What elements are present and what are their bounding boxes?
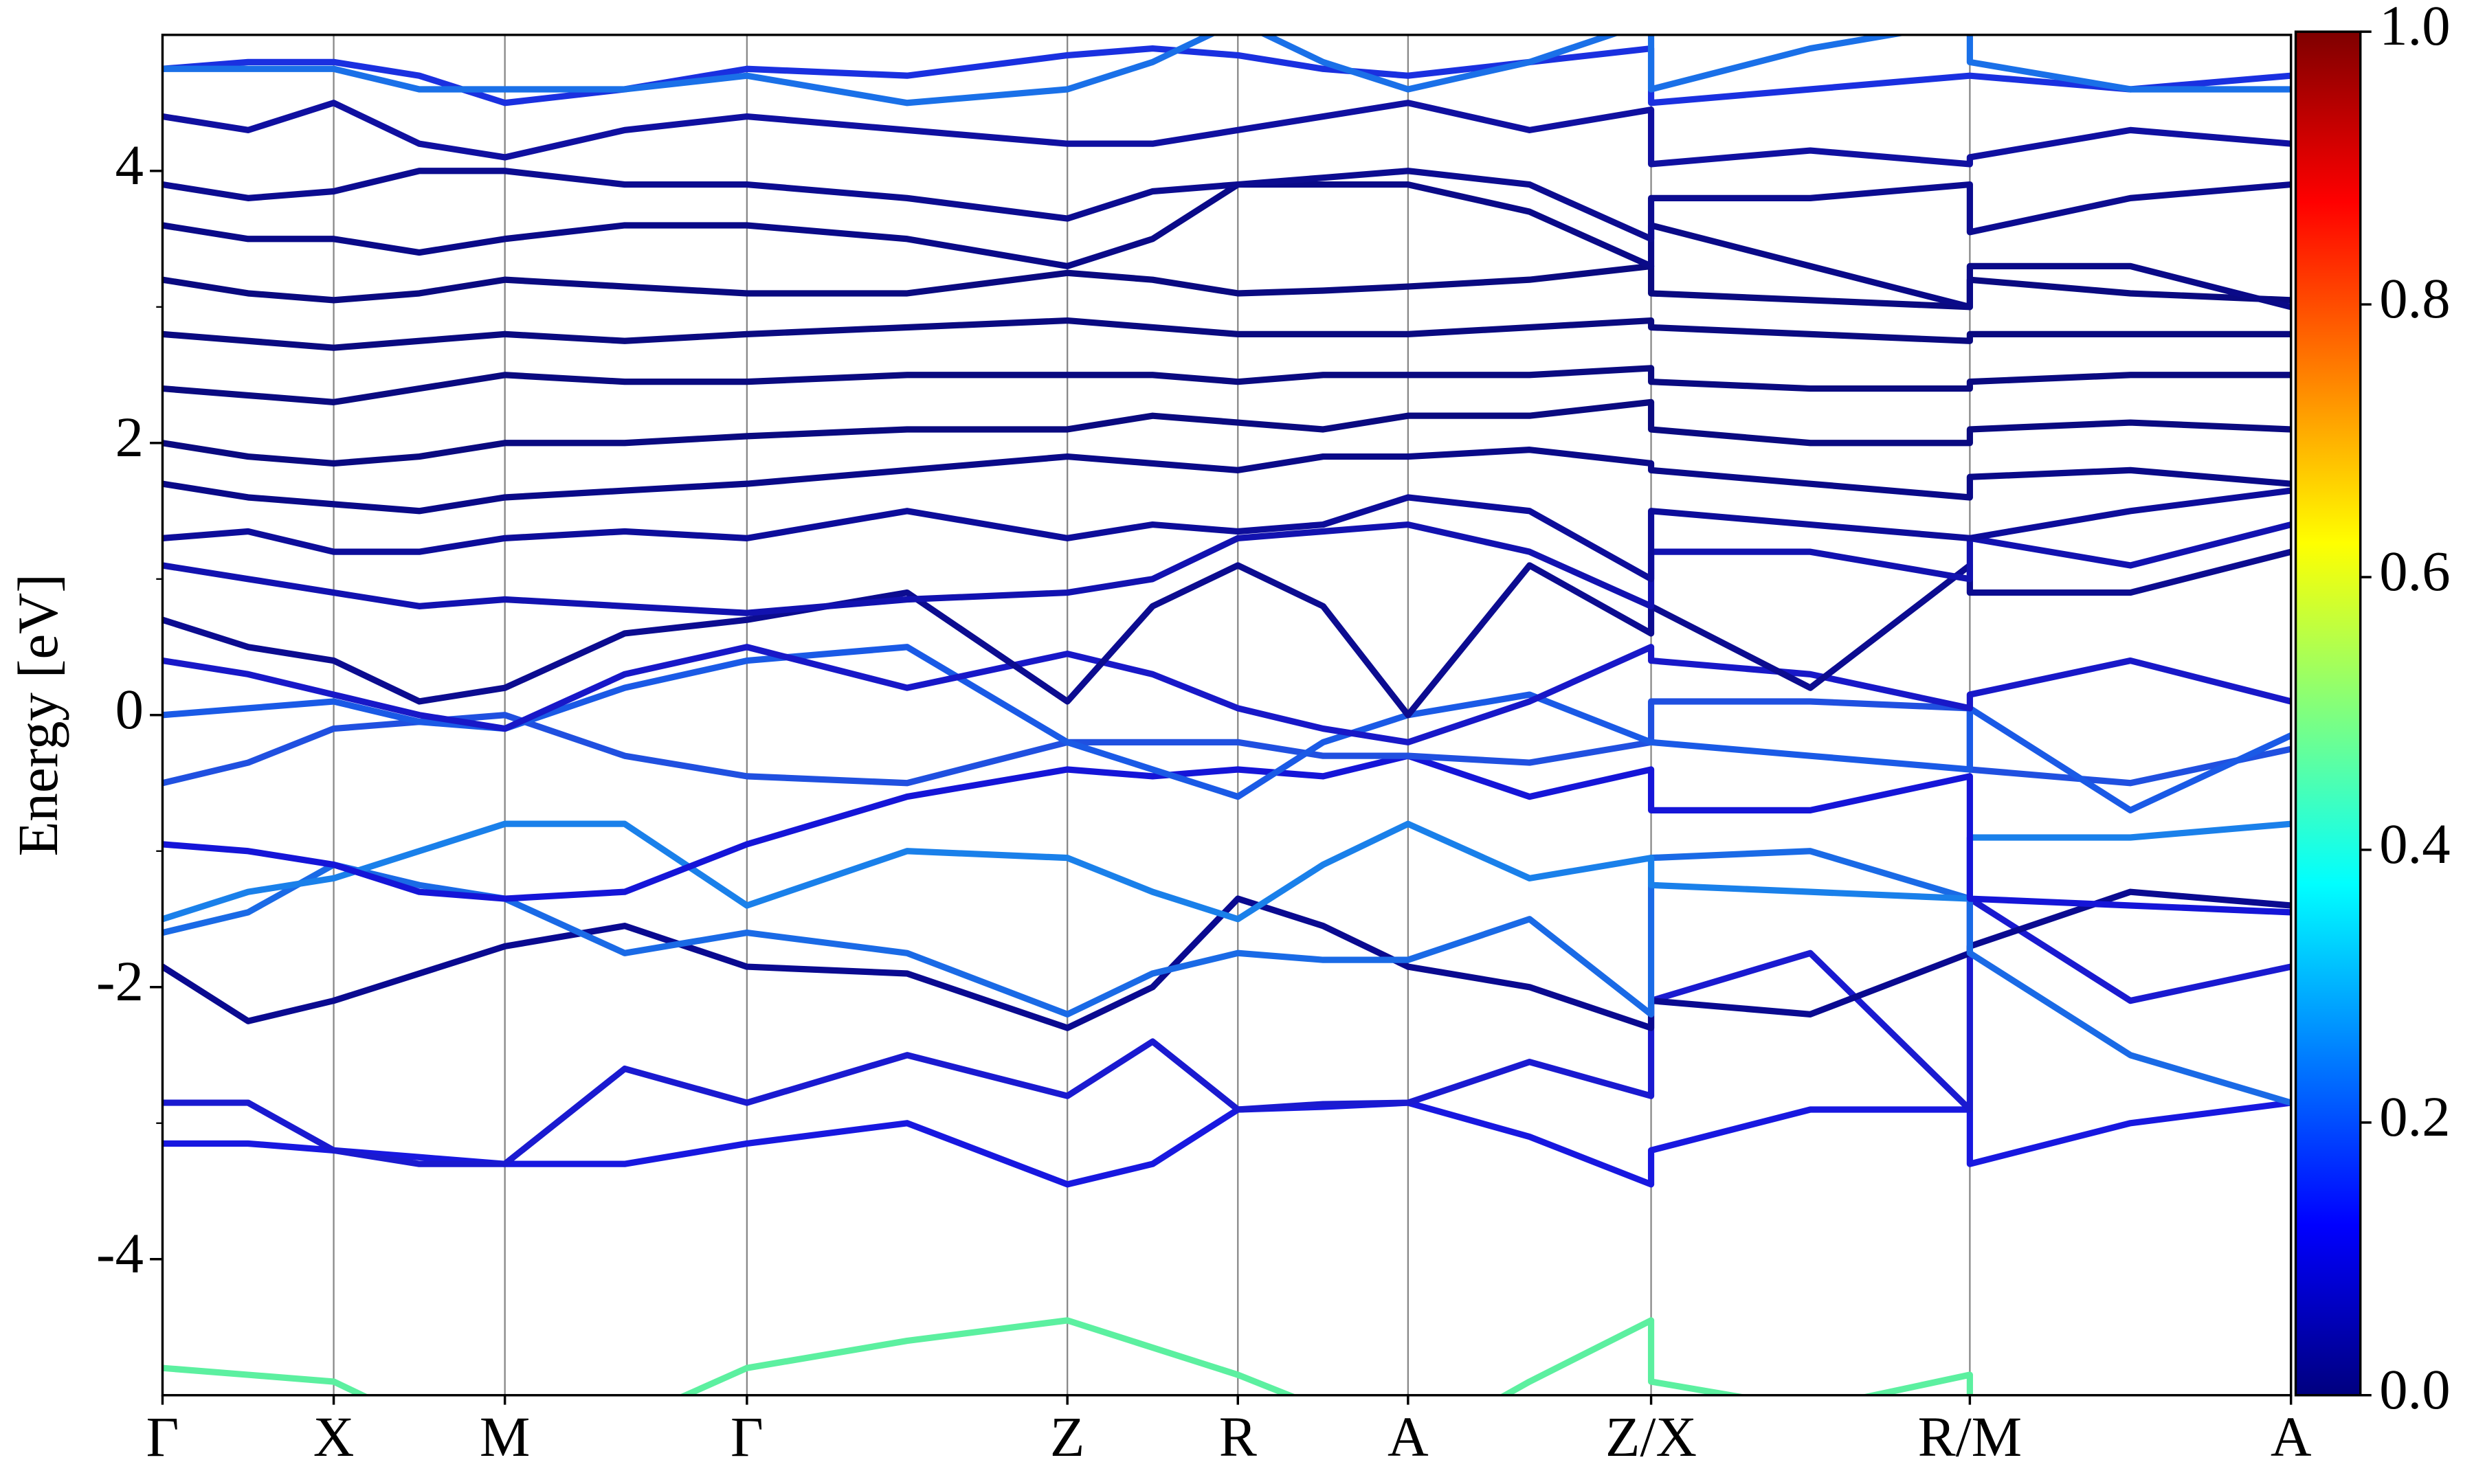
band [162, 45, 2291, 106]
colorbar-tick-label: 1.0 [2379, 0, 2450, 57]
y-axis-label: Energy [eV] [6, 574, 69, 856]
band [162, 820, 2291, 923]
colorbar-tick-label: 0.2 [2379, 1085, 2450, 1148]
band [162, 447, 2291, 515]
colorbar-tick-label: 0.6 [2379, 539, 2450, 603]
band [162, 365, 2291, 405]
x-tick-label: R/M [1918, 1405, 2022, 1468]
x-tick-label: A [1388, 1405, 1429, 1468]
x-tick-label: Γ [146, 1405, 179, 1468]
y-tick-label: 2 [115, 405, 144, 469]
band [162, 398, 2291, 467]
band [162, 262, 2291, 311]
y-tick-label: 4 [115, 133, 144, 196]
band [162, 888, 2291, 1031]
band [162, 644, 2291, 813]
band [162, 168, 2291, 243]
x-tick-label: Z/X [1605, 1405, 1697, 1468]
band [162, 487, 2291, 583]
band [162, 521, 2291, 616]
colorbar-tick-label: 0.8 [2379, 267, 2450, 330]
x-tick-label: Γ [731, 1405, 764, 1468]
y-tick-label: 0 [115, 677, 144, 741]
band [162, 1099, 2291, 1188]
x-tick-label: Z [1050, 1405, 1084, 1468]
band [162, 548, 2291, 719]
y-tick-label: -4 [96, 1222, 144, 1285]
axes: Γ X M Γ Z R A Z/X R/M A -4 -2 0 2 4 0.0 0.2 0.4 0.6 0.8 1.0 [96, 0, 2450, 1468]
band [162, 644, 2291, 745]
y-tick-label: -2 [96, 949, 144, 1013]
colorbar-tick-label: 0.0 [2379, 1358, 2450, 1421]
band [162, 317, 2291, 351]
bands [162, 34, 2291, 1395]
x-tick-label: M [480, 1405, 530, 1468]
band [162, 848, 2291, 1106]
band [162, 752, 2291, 916]
x-tick-label: X [313, 1405, 355, 1468]
x-tick-label: A [2271, 1405, 2312, 1468]
band [162, 895, 2291, 1167]
x-tick-label: R [1219, 1405, 1258, 1468]
colorbar [2294, 30, 2362, 1397]
colorbar-tick-label: 0.4 [2379, 812, 2450, 875]
band [162, 1317, 1973, 1395]
band [162, 100, 2291, 168]
band [162, 34, 2291, 106]
